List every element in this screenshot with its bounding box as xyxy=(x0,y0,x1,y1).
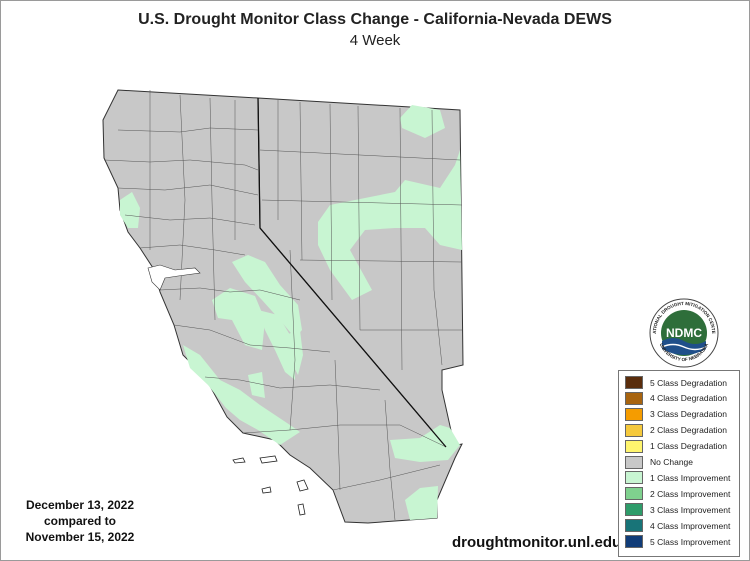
legend-swatch xyxy=(625,519,643,533)
map-title: U.S. Drought Monitor Class Change - Cali… xyxy=(138,11,612,28)
ca-nv-border xyxy=(257,97,447,448)
legend-item: 3 Class Degradation xyxy=(625,407,728,421)
legend-swatch xyxy=(625,535,643,548)
legend-item: 4 Class Degradation xyxy=(625,391,728,405)
legend-label: 1 Class Degradation xyxy=(650,441,728,452)
sf-bay xyxy=(147,264,201,291)
map-subtitle: 4 Week xyxy=(349,32,401,49)
legend-swatch xyxy=(625,391,643,405)
date-previous: November 15, 2022 xyxy=(25,530,135,544)
date-compared-to: compared to xyxy=(43,514,116,528)
legend-label: 4 Class Degradation xyxy=(650,393,728,404)
legend-item: 5 Class Improvement xyxy=(625,535,730,548)
legend-swatch xyxy=(625,503,643,517)
legend-swatch xyxy=(625,439,643,453)
legend-swatch xyxy=(625,407,643,421)
legend-label: 2 Class Improvement xyxy=(650,488,731,499)
channel-islands xyxy=(232,455,309,516)
legend-label: 1 Class Improvement xyxy=(650,472,731,483)
improvement-areas xyxy=(120,105,462,520)
legend-item: 4 Class Improvement xyxy=(625,519,731,533)
legend-label: 5 Class Improvement xyxy=(650,536,731,547)
ndmc-logo: NDMC NATIONAL DROUGHT MITIGATION CENTER … xyxy=(648,297,719,368)
legend-label: 4 Class Improvement xyxy=(650,520,731,531)
legend-item: 2 Class Improvement xyxy=(625,487,731,501)
source-url[interactable]: droughtmonitor.unl.edu xyxy=(452,534,622,551)
date-current: December 13, 2022 xyxy=(25,498,135,512)
legend: 5 Class Degradation 4 Class Degradation 3 … xyxy=(618,370,740,557)
legend-item: 5 Class Degradation xyxy=(625,376,727,389)
legend-swatch xyxy=(625,376,643,389)
county-borders xyxy=(103,90,463,521)
logo-text: NDMC xyxy=(666,326,702,340)
legend-item: 3 Class Improvement xyxy=(625,503,731,517)
legend-item: 1 Class Improvement xyxy=(625,471,731,485)
legend-swatch xyxy=(625,423,643,437)
legend-item: 1 Class Degradation xyxy=(625,439,728,453)
legend-swatch xyxy=(625,487,643,501)
legend-swatch xyxy=(625,455,643,469)
legend-label: 3 Class Improvement xyxy=(650,504,731,515)
legend-label: No Change xyxy=(650,457,694,467)
legend-item: No Change xyxy=(625,455,694,469)
legend-item: 2 Class Degradation xyxy=(625,423,728,437)
legend-label: 3 Class Degradation xyxy=(650,409,728,420)
date-comparison: December 13, 2022 compared to November 1… xyxy=(10,497,150,545)
legend-label: 2 Class Degradation xyxy=(650,425,728,436)
legend-swatch xyxy=(625,471,643,485)
legend-label: 5 Class Degradation xyxy=(650,377,728,388)
